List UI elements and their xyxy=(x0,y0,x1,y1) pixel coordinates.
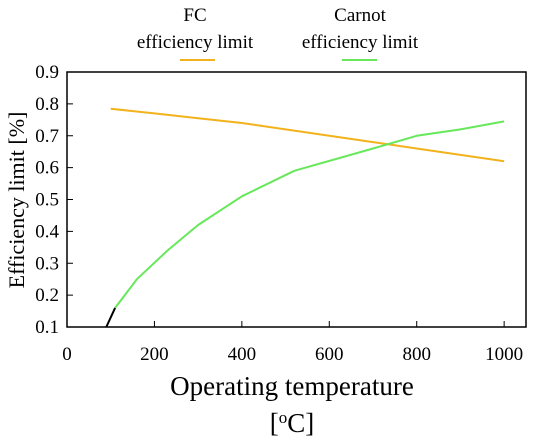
series-fc-efficiency-limit-line xyxy=(110,107,505,163)
x-axis-unit: [oC] xyxy=(270,408,315,439)
legend-fc-line2: efficiency limit xyxy=(137,32,254,53)
legend: FC efficiency limit Carnot efficiency li… xyxy=(137,5,419,61)
y-tick-label: 0.9 xyxy=(35,62,59,83)
legend-carnot-line1: Carnot xyxy=(334,5,386,26)
plot-frame xyxy=(66,71,527,328)
y-axis: 0.1 0.2 0.3 0.4 0.5 0.6 0.7 0.8 0.9 xyxy=(35,62,73,338)
y-tick-label: 0.6 xyxy=(35,158,59,179)
y-tick-label: 0.3 xyxy=(35,253,59,274)
y-tick-label: 0.7 xyxy=(35,126,59,147)
x-axis: 0 200 400 600 800 1000 xyxy=(62,321,523,365)
series-carnot-efficiency-limit-line xyxy=(114,120,505,309)
x-tick-label: 1000 xyxy=(485,344,523,365)
y-tick-label: 0.1 xyxy=(35,317,59,338)
series-layer xyxy=(105,107,505,328)
x-tick-label: 0 xyxy=(62,344,72,365)
x-tick-label: 400 xyxy=(228,344,257,365)
legend-fc-line1: FC xyxy=(183,5,206,26)
x-tick-label: 200 xyxy=(140,344,169,365)
series-2-line xyxy=(105,307,117,328)
y-tick-label: 0.8 xyxy=(35,94,59,115)
y-tick-label: 0.4 xyxy=(35,221,59,242)
x-axis-title: Operating temperature xyxy=(170,371,414,401)
y-axis-title: Efficiency limit [%] xyxy=(4,112,29,289)
y-tick-label: 0.5 xyxy=(35,190,59,211)
x-tick-label: 600 xyxy=(315,344,344,365)
y-tick-label: 0.2 xyxy=(35,285,59,306)
legend-carnot-line2: efficiency limit xyxy=(302,32,419,53)
x-tick-label: 800 xyxy=(402,344,431,365)
